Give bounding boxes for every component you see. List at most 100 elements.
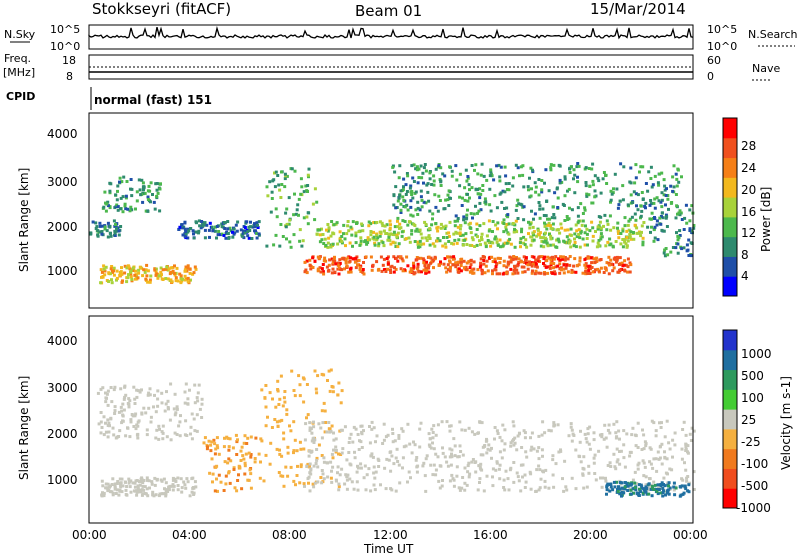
velocity-cells-cell — [532, 447, 536, 451]
power-cells-cell — [458, 231, 462, 235]
power-cells-cell — [396, 216, 400, 220]
power-cells-cell — [609, 200, 612, 204]
power-cells-cell — [191, 229, 195, 233]
power-cells-cell — [439, 166, 443, 170]
velocity-cells-cell — [180, 486, 184, 490]
power-cells-cell — [419, 189, 423, 193]
power-cells-cell — [428, 209, 432, 213]
velocity-cells-cell — [343, 482, 347, 486]
velocity-cells-cell — [140, 411, 144, 415]
velocity-cells-cell — [459, 450, 463, 453]
power-cells-cell — [417, 167, 421, 171]
velocity-cells-cell — [217, 452, 221, 456]
velocity-cells-cell — [608, 431, 612, 435]
power-cells-cell — [234, 223, 238, 227]
power-cells-cell — [458, 195, 462, 199]
power-cells-cell — [239, 228, 243, 232]
power-cells-cell — [531, 225, 535, 229]
velocity-cells-cell — [381, 442, 385, 445]
power-cells-cell — [422, 268, 426, 272]
velocity-cells-cell — [337, 482, 341, 486]
power-cells-cell — [346, 224, 350, 228]
power-cells-cell — [603, 266, 607, 270]
velocity-cbar-tick-m100: -100 — [741, 457, 768, 471]
power-cells-cell — [481, 269, 484, 273]
power-cells-cell — [233, 231, 237, 235]
power-cells-cell — [468, 243, 472, 247]
velocity-ytick-1000: 1000 — [47, 473, 78, 487]
velocity-cells-cell — [684, 448, 688, 451]
power-cells-cell — [441, 172, 445, 176]
velocity-cells-cell — [448, 455, 452, 459]
velocity-cells-cell — [244, 452, 248, 456]
power-cells-cell — [447, 189, 451, 193]
power-cells-cell — [216, 233, 220, 237]
velocity-cells-cell — [372, 471, 376, 475]
power-cells-cell — [660, 198, 664, 202]
power-cells-cell — [284, 225, 288, 229]
power-cells-cell — [560, 180, 564, 184]
velocity-cells-cell — [348, 436, 352, 440]
power-cells-cell — [454, 164, 458, 168]
power-cells-cell — [616, 206, 620, 210]
power-panel: Slant Range [km] 4000 3000 2000 1000 — [17, 112, 696, 309]
velocity-cells-cell — [661, 486, 665, 490]
power-cells-cell — [143, 191, 147, 195]
power-cells-cell — [653, 217, 657, 220]
power-cells-cell — [98, 224, 102, 228]
velocity-cells-cell — [133, 485, 137, 489]
velocity-cells-cell — [603, 423, 607, 427]
power-cells-cell — [146, 280, 150, 284]
power-cells-cell — [130, 277, 134, 281]
power-cells-cell — [676, 167, 680, 171]
power-cells-cell — [454, 265, 458, 269]
power-cells-cell — [299, 192, 303, 196]
power-cells-cell — [495, 262, 499, 266]
power-cells-cell — [556, 257, 560, 261]
velocity-cells-cell — [529, 436, 532, 440]
power-cells-cell — [529, 261, 533, 265]
velocity-cells-cell — [670, 468, 674, 472]
power-cells-cell — [149, 200, 152, 204]
power-cells-cell — [548, 256, 551, 260]
velocity-cells-cell — [359, 462, 363, 466]
velocity-cells-cell — [567, 434, 571, 438]
velocity-cells-cell — [143, 485, 147, 489]
velocity-cells-cell — [515, 471, 519, 475]
power-cells-cell — [438, 199, 442, 202]
power-cells-cell — [586, 243, 589, 247]
velocity-cells-cell — [173, 413, 177, 417]
velocity-cells-cell — [481, 453, 485, 457]
power-cells-cell — [277, 183, 281, 187]
power-cells-cell — [674, 216, 678, 220]
power-cells-cell — [439, 222, 443, 226]
power-cells-cell — [349, 266, 353, 270]
velocity-cells-cell — [105, 486, 109, 490]
velocity-cells-cell — [101, 491, 104, 495]
power-cells-cell — [320, 238, 324, 242]
velocity-cells-cell — [470, 430, 474, 434]
power-cells-cell — [305, 271, 309, 275]
velocity-cells-cell — [118, 489, 122, 493]
velocity-cells-cell — [322, 460, 326, 464]
power-cells-cell — [572, 264, 576, 268]
power-cells-cell — [512, 255, 516, 258]
power-cells-cell — [357, 259, 361, 262]
power-cells-cell — [290, 167, 294, 171]
velocity-cells-cell — [246, 436, 250, 440]
power-cells-cell — [220, 232, 224, 236]
power-cells-cell — [397, 196, 401, 200]
power-cells-cell — [579, 202, 583, 206]
power-cells-cell — [534, 269, 538, 273]
power-cells-cell — [524, 259, 528, 262]
power-cells-cell — [468, 226, 472, 230]
velocity-cells-cell — [133, 481, 137, 485]
power-cells-cell — [336, 261, 340, 265]
velocity-cells-cell — [395, 447, 399, 451]
power-cells-cell — [432, 174, 436, 178]
velocity-cells-cell — [178, 434, 182, 438]
power-cells-cell — [439, 184, 443, 187]
velocity-cells-cell — [312, 425, 316, 429]
power-cells-cell — [119, 196, 123, 200]
power-cells-cell — [504, 228, 508, 232]
